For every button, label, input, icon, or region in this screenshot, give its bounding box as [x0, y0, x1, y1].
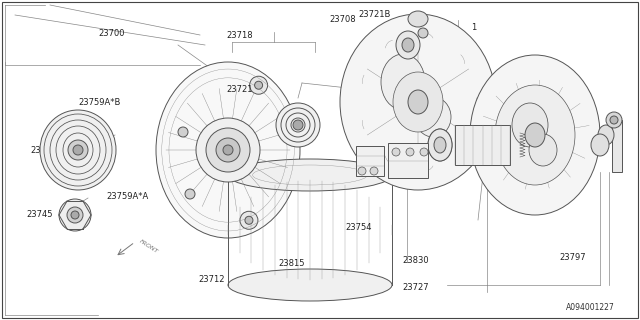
Ellipse shape	[255, 81, 262, 89]
Ellipse shape	[606, 112, 622, 128]
Ellipse shape	[393, 72, 443, 132]
Ellipse shape	[470, 55, 600, 215]
Text: 23797: 23797	[559, 253, 586, 262]
Ellipse shape	[228, 269, 392, 301]
Ellipse shape	[240, 211, 258, 229]
Circle shape	[358, 167, 366, 175]
Ellipse shape	[402, 38, 414, 52]
Text: 23815: 23815	[278, 260, 305, 268]
Circle shape	[370, 167, 378, 175]
Ellipse shape	[40, 110, 116, 190]
Ellipse shape	[178, 127, 188, 137]
Ellipse shape	[185, 189, 195, 199]
Ellipse shape	[228, 159, 392, 191]
Circle shape	[392, 148, 400, 156]
Bar	[455, 125, 510, 165]
Text: 23759A*A: 23759A*A	[107, 192, 149, 201]
Ellipse shape	[245, 216, 253, 224]
Ellipse shape	[250, 76, 268, 94]
Text: 23830: 23830	[403, 256, 429, 265]
Ellipse shape	[396, 31, 420, 59]
Ellipse shape	[415, 97, 451, 137]
Ellipse shape	[196, 118, 260, 182]
Ellipse shape	[59, 199, 91, 231]
Ellipse shape	[71, 211, 79, 219]
Text: 23708: 23708	[329, 15, 356, 24]
Text: 23745: 23745	[26, 210, 53, 219]
Bar	[356, 146, 384, 176]
Ellipse shape	[495, 85, 575, 185]
Text: FRONT: FRONT	[138, 239, 159, 255]
Ellipse shape	[206, 128, 250, 172]
Circle shape	[406, 148, 414, 156]
Ellipse shape	[610, 116, 618, 124]
Text: 23700: 23700	[99, 29, 125, 38]
Ellipse shape	[428, 129, 452, 161]
Bar	[612, 120, 622, 172]
Text: 23727: 23727	[403, 284, 429, 292]
Text: 23721: 23721	[227, 85, 253, 94]
Ellipse shape	[216, 138, 240, 162]
Bar	[388, 143, 428, 178]
Ellipse shape	[418, 28, 428, 38]
Ellipse shape	[276, 103, 320, 147]
Text: A094001227: A094001227	[566, 303, 614, 313]
Ellipse shape	[340, 14, 496, 190]
Text: 23721B: 23721B	[358, 10, 390, 19]
Ellipse shape	[428, 129, 452, 161]
Ellipse shape	[381, 54, 425, 110]
Text: 1: 1	[471, 23, 476, 32]
Ellipse shape	[156, 62, 300, 238]
Ellipse shape	[223, 145, 233, 155]
Ellipse shape	[67, 207, 83, 223]
Ellipse shape	[512, 103, 548, 147]
Ellipse shape	[591, 134, 609, 156]
Text: 23718: 23718	[227, 31, 253, 40]
Ellipse shape	[73, 145, 83, 155]
Ellipse shape	[68, 140, 88, 160]
Ellipse shape	[408, 90, 428, 114]
Text: 23712: 23712	[198, 276, 225, 284]
Circle shape	[420, 148, 428, 156]
Ellipse shape	[529, 134, 557, 166]
Ellipse shape	[598, 125, 614, 145]
Ellipse shape	[525, 123, 545, 147]
Text: 23759A*B: 23759A*B	[78, 98, 120, 107]
Ellipse shape	[408, 11, 428, 27]
Ellipse shape	[434, 137, 446, 153]
Text: 23752: 23752	[30, 146, 57, 155]
Text: 23754: 23754	[345, 223, 372, 232]
Ellipse shape	[293, 120, 303, 130]
